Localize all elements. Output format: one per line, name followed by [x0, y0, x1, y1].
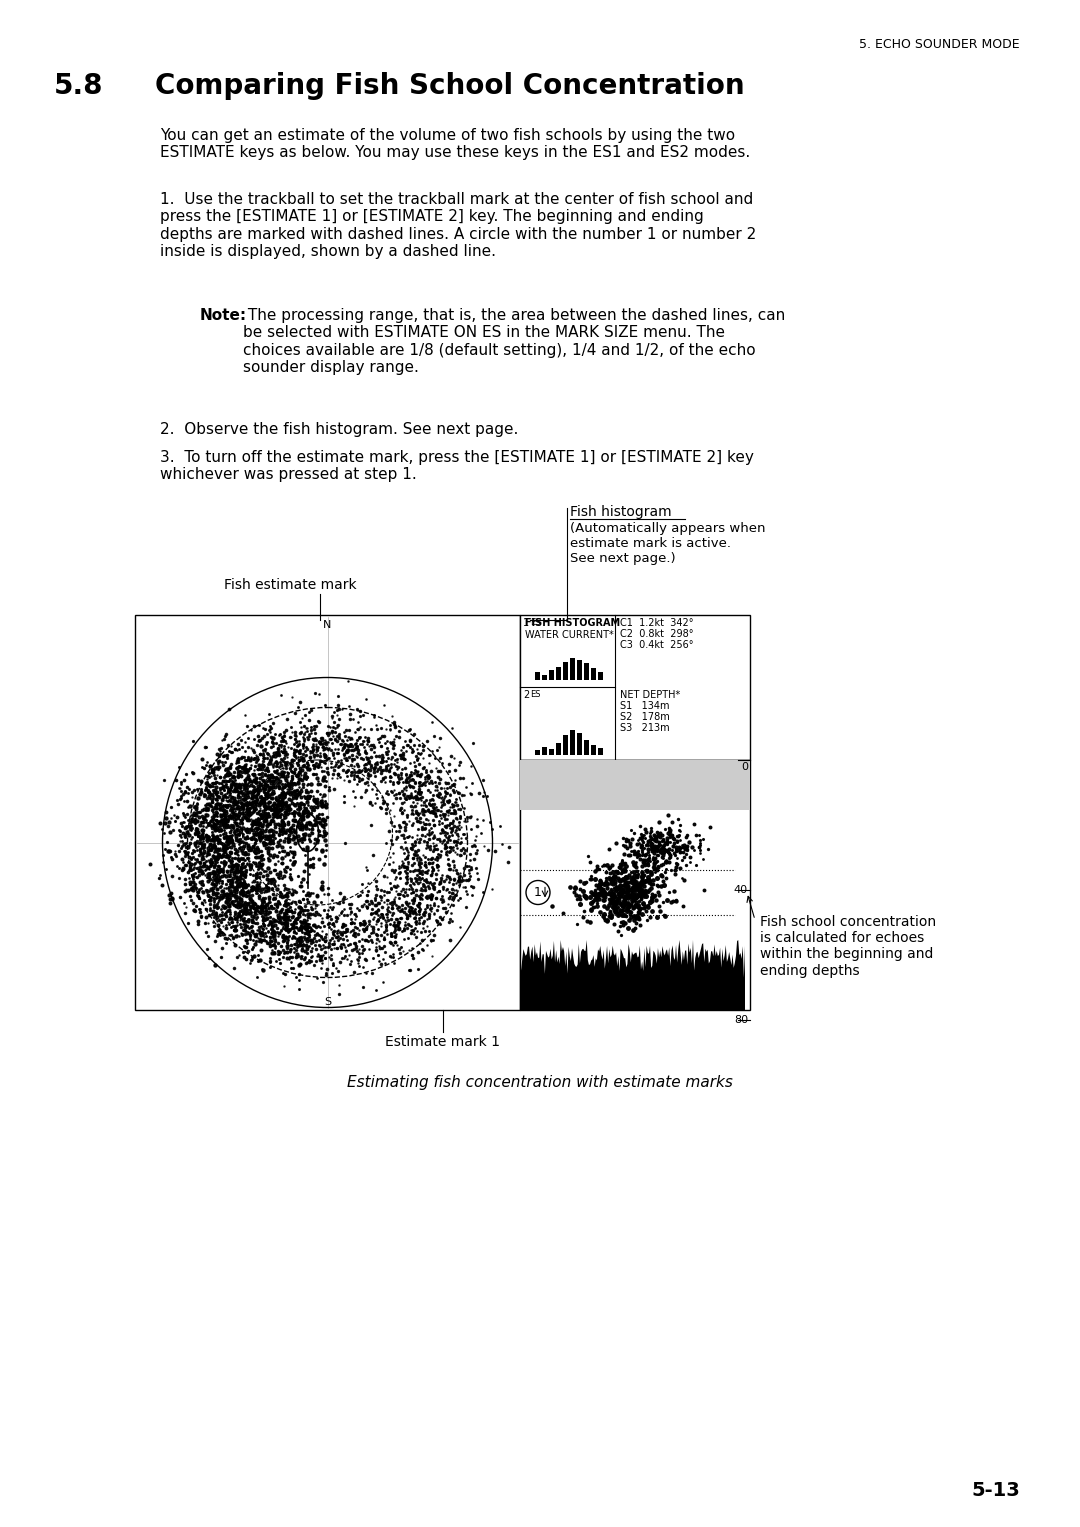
- Text: 40: 40: [734, 886, 748, 895]
- Text: C1  1.2kt  342°: C1 1.2kt 342°: [620, 618, 693, 628]
- Text: 80: 80: [734, 1015, 748, 1025]
- Text: 5. ECHO SOUNDER MODE: 5. ECHO SOUNDER MODE: [860, 38, 1020, 50]
- Bar: [549, 670, 554, 680]
- Text: 0: 0: [741, 762, 748, 773]
- Bar: [570, 730, 575, 754]
- Text: Note:: Note:: [200, 308, 247, 324]
- Text: Fish school concentration
is calculated for echoes
within the beginning and
endi: Fish school concentration is calculated …: [760, 915, 936, 977]
- Text: S2   178m: S2 178m: [620, 712, 670, 722]
- Text: 5-13: 5-13: [971, 1481, 1020, 1500]
- Text: Estimate mark 1: Estimate mark 1: [384, 1035, 500, 1049]
- Bar: [556, 667, 561, 680]
- Text: You can get an estimate of the volume of two fish schools by using the two
ESTIM: You can get an estimate of the volume of…: [160, 128, 751, 160]
- Text: 1: 1: [535, 886, 542, 899]
- Bar: [519, 615, 750, 760]
- Bar: [598, 748, 603, 754]
- Bar: [570, 658, 575, 680]
- Text: 1: 1: [523, 618, 529, 628]
- Text: 2.  Observe the fish histogram. See next page.: 2. Observe the fish histogram. See next …: [160, 421, 518, 437]
- Text: NET DEPTH*: NET DEPTH*: [620, 690, 680, 699]
- Text: Comparing Fish School Concentration: Comparing Fish School Concentration: [156, 72, 744, 99]
- Bar: [591, 745, 596, 754]
- Text: S3   213m: S3 213m: [620, 722, 670, 733]
- Bar: [563, 734, 568, 754]
- Bar: [135, 615, 519, 1009]
- Text: 1.  Use the trackball to set the trackball mark at the center of fish school and: 1. Use the trackball to set the trackbal…: [160, 192, 756, 260]
- Polygon shape: [519, 941, 745, 1009]
- Text: Fish histogram: Fish histogram: [570, 505, 672, 519]
- Text: C2  0.8kt  298°: C2 0.8kt 298°: [620, 629, 693, 638]
- Bar: [577, 733, 582, 754]
- Bar: [556, 744, 561, 754]
- Bar: [535, 672, 540, 680]
- Text: 3.  To turn off the estimate mark, press the [ESTIMATE 1] or [ESTIMATE 2] key
wh: 3. To turn off the estimate mark, press …: [160, 450, 754, 483]
- Bar: [519, 760, 750, 809]
- Text: Fish estimate mark: Fish estimate mark: [224, 579, 356, 592]
- Text: (Automatically appears when
estimate mark is active.
See next page.): (Automatically appears when estimate mar…: [570, 522, 766, 565]
- Bar: [584, 741, 589, 754]
- Bar: [549, 750, 554, 754]
- Bar: [591, 667, 596, 680]
- Text: S1   134m: S1 134m: [620, 701, 670, 712]
- Bar: [577, 660, 582, 680]
- Text: S: S: [324, 997, 332, 1006]
- Text: FISH HISTOGRAM: FISH HISTOGRAM: [525, 618, 620, 628]
- Text: C3  0.4kt  256°: C3 0.4kt 256°: [620, 640, 693, 651]
- Bar: [535, 750, 540, 754]
- Bar: [542, 747, 546, 754]
- Bar: [542, 675, 546, 680]
- Text: Estimating fish concentration with estimate marks: Estimating fish concentration with estim…: [347, 1075, 733, 1090]
- Text: 5.8: 5.8: [54, 72, 104, 99]
- Text: 2: 2: [523, 690, 529, 699]
- Bar: [598, 672, 603, 680]
- Text: The processing range, that is, the area between the dashed lines, can
be selecte: The processing range, that is, the area …: [243, 308, 785, 376]
- Bar: [563, 663, 568, 680]
- Text: ES: ES: [530, 690, 540, 699]
- Bar: [519, 760, 750, 1009]
- Text: N: N: [323, 620, 332, 631]
- Text: WATER CURRENT*: WATER CURRENT*: [525, 631, 613, 640]
- Text: ES: ES: [530, 618, 540, 628]
- Bar: [584, 663, 589, 680]
